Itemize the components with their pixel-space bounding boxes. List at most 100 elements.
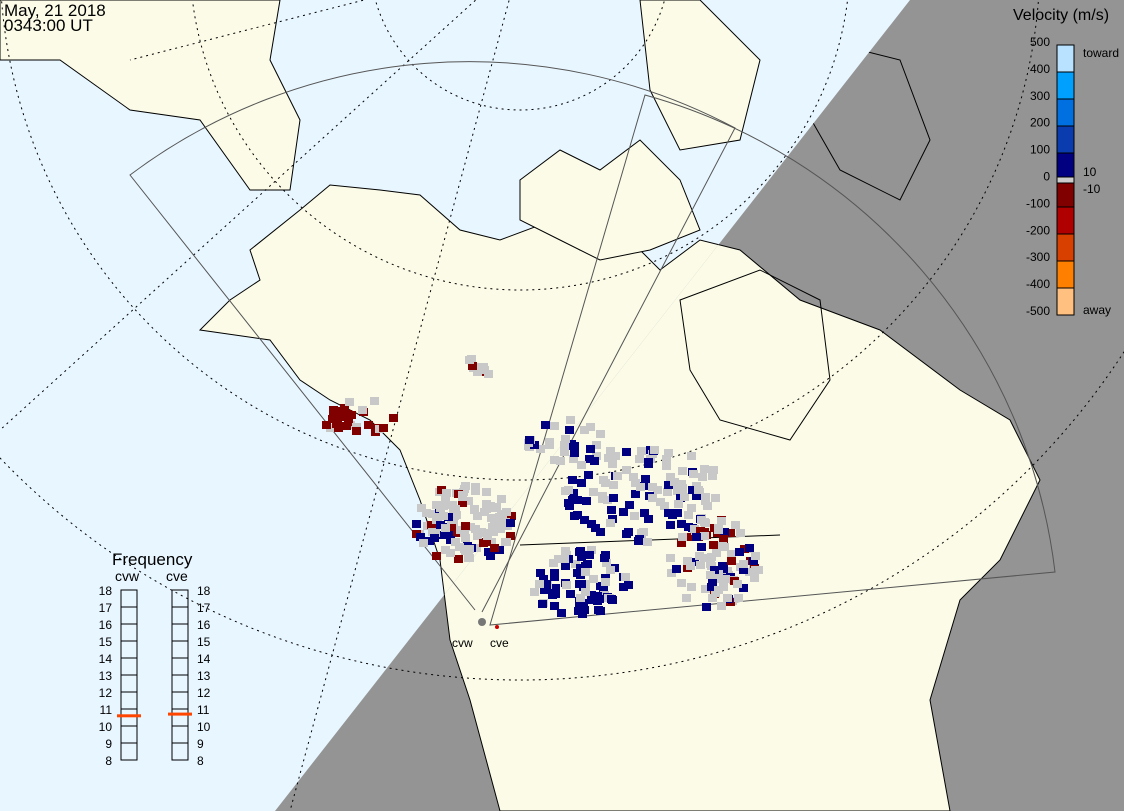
echo-cell: [436, 521, 445, 529]
echo-cell: [692, 492, 701, 500]
echo-cell: [639, 528, 648, 536]
cvw-freq-tick: 13: [99, 669, 113, 683]
cve-freq-tick: 11: [197, 703, 210, 717]
echo-cell: [648, 494, 657, 502]
velocity-tick: -100: [1026, 196, 1050, 210]
echo-cell: [541, 421, 550, 429]
echo-cell: [482, 500, 491, 508]
echo-cell: [609, 481, 618, 489]
velocity-tick: 0: [1043, 170, 1050, 184]
echo-cell: [441, 496, 450, 504]
echo-cell: [585, 551, 594, 559]
echo-cell: [666, 473, 675, 481]
velocity-tick: 300: [1030, 89, 1050, 103]
echo-cell: [692, 533, 701, 541]
echo-cell: [719, 565, 728, 573]
velocity-colorbar: Velocity (m/s) 500 400 300 200 100 0 -100 -200 -…: [1013, 7, 1119, 318]
frequency-marker-cve: [168, 712, 192, 716]
echo-cell: [707, 553, 716, 561]
echo-cell: [562, 581, 571, 589]
cve-freq-tick: 14: [197, 652, 211, 666]
echo-cell: [596, 528, 605, 536]
echo-cell: [590, 457, 599, 465]
colorbar-segment: [1056, 98, 1075, 127]
echo-cell: [739, 584, 748, 592]
echo-cell: [717, 602, 726, 610]
echo-cell: [584, 471, 593, 479]
echo-cell: [581, 562, 590, 570]
echo-cell: [709, 466, 718, 474]
velocity-tick: -200: [1026, 223, 1050, 237]
echo-cell: [596, 582, 605, 590]
echo-cell: [497, 510, 506, 518]
echo-cell: [589, 575, 598, 583]
echo-cell: [588, 596, 597, 604]
echo-cell: [581, 568, 590, 576]
toward-label: toward: [1083, 46, 1119, 60]
echo-cell: [412, 520, 421, 528]
echo-cell: [670, 478, 679, 486]
echo-cell: [745, 568, 754, 576]
echo-cell: [530, 588, 539, 596]
echo-cell: [619, 583, 628, 591]
echo-cell: [696, 561, 705, 569]
echo-cell: [719, 535, 728, 543]
echo-cell: [486, 552, 495, 560]
colorbar-segment: [1056, 182, 1075, 208]
echo-cell: [454, 555, 463, 563]
cve-site-label: cve: [490, 636, 509, 650]
echo-cell: [465, 554, 474, 562]
echo-cell: [451, 538, 460, 546]
echo-cell: [461, 522, 470, 530]
echo-cell: [754, 566, 763, 574]
echo-cell: [432, 552, 441, 560]
echo-cell: [677, 539, 686, 547]
echo-cell: [466, 523, 475, 531]
echo-cell: [437, 531, 446, 539]
echo-cell: [687, 504, 696, 512]
echo-cell: [549, 559, 558, 567]
echo-cell: [606, 519, 615, 527]
echo-cell: [473, 512, 482, 520]
velocity-cells: [322, 355, 763, 618]
echo-cell: [598, 492, 607, 500]
echo-cell: [495, 546, 504, 554]
colorbar-segment: [1056, 44, 1075, 73]
echo-cell: [734, 594, 743, 602]
echo-cell: [592, 441, 601, 449]
echo-cell: [727, 550, 736, 558]
echo-cell: [506, 532, 515, 540]
echo-cell: [329, 413, 338, 421]
echo-cell: [593, 597, 602, 605]
echo-cell: [538, 600, 547, 608]
echo-cell: [482, 505, 491, 513]
echo-cell: [575, 600, 584, 608]
echo-cell: [712, 549, 721, 557]
echo-cell: [592, 452, 601, 460]
echo-cell: [689, 470, 698, 478]
echo-cell: [688, 486, 697, 494]
echo-cell: [672, 565, 681, 573]
cve-freq-tick: 13: [197, 669, 211, 683]
echo-cell: [483, 532, 492, 540]
echo-cell: [698, 473, 707, 481]
echo-cell: [499, 521, 508, 529]
echo-cell: [497, 495, 506, 503]
echo-cell: [428, 510, 437, 518]
echo-cell: [460, 529, 469, 537]
echo-cell: [678, 533, 687, 541]
echo-cell: [739, 560, 748, 568]
echo-cell: [749, 557, 758, 565]
velocity-tick: -400: [1026, 277, 1050, 291]
velocity-title: Velocity (m/s): [1013, 7, 1109, 24]
echo-cell: [611, 452, 620, 460]
echo-cell: [631, 490, 640, 498]
echo-cell: [589, 488, 598, 496]
echo-cell: [576, 594, 585, 602]
echo-cell: [587, 546, 596, 554]
cve-fov: [489, 94, 1056, 626]
echo-cell: [568, 496, 577, 504]
echo-cell: [687, 583, 696, 591]
